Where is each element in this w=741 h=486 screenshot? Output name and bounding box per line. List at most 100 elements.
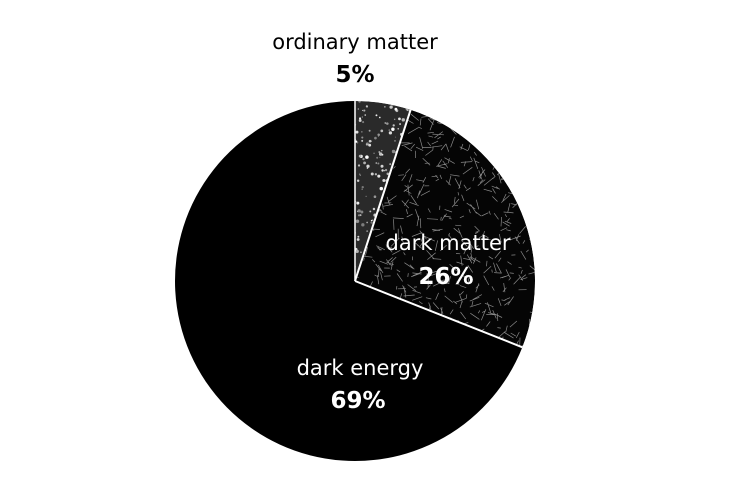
texture-dot bbox=[379, 157, 381, 159]
texture-dot bbox=[364, 114, 367, 116]
texture-dot bbox=[381, 149, 383, 152]
texture-dot bbox=[373, 195, 377, 198]
texture-dot bbox=[397, 128, 399, 130]
texture-dot bbox=[362, 109, 364, 111]
texture-dot bbox=[386, 122, 389, 125]
texture-dot bbox=[362, 158, 365, 161]
texture-dot bbox=[384, 168, 388, 172]
texture-dot bbox=[361, 185, 364, 189]
texture-dot bbox=[408, 103, 411, 107]
texture-dot bbox=[391, 127, 395, 131]
texture-dot bbox=[366, 164, 370, 168]
texture-dot bbox=[399, 104, 401, 107]
texture-dot bbox=[377, 174, 381, 178]
label-dark-energy: dark energy bbox=[297, 356, 424, 380]
value-ordinary-matter: 5% bbox=[335, 62, 374, 88]
texture-dot bbox=[376, 156, 379, 159]
label-dark-matter: dark matter bbox=[385, 231, 510, 255]
texture-dot bbox=[356, 201, 360, 205]
texture-dot bbox=[359, 174, 361, 176]
texture-dot bbox=[377, 133, 380, 137]
texture-dot bbox=[359, 117, 362, 120]
texture-dot bbox=[356, 141, 359, 144]
texture-dot bbox=[394, 140, 396, 142]
texture-dot bbox=[378, 152, 383, 156]
texture-dot bbox=[393, 118, 396, 121]
texture-dot bbox=[375, 114, 378, 117]
texture-dot bbox=[373, 152, 375, 154]
texture-dot bbox=[361, 139, 364, 142]
texture-dot bbox=[374, 136, 377, 140]
slice-separator bbox=[354, 280, 523, 349]
texture-dot bbox=[380, 164, 384, 168]
texture-dot bbox=[361, 188, 363, 190]
texture-dot bbox=[370, 172, 374, 176]
label-ordinary-matter: ordinary matter bbox=[272, 30, 438, 54]
texture-dot bbox=[357, 164, 361, 167]
texture-dot bbox=[357, 108, 359, 110]
texture-dot bbox=[368, 129, 371, 132]
value-dark-energy: 69% bbox=[330, 388, 385, 414]
texture-dot bbox=[375, 162, 378, 164]
texture-dot bbox=[395, 136, 397, 138]
texture-dot bbox=[366, 106, 368, 108]
texture-dot bbox=[368, 139, 372, 143]
texture-dot bbox=[383, 169, 386, 172]
texture-dot bbox=[356, 238, 360, 241]
texture-dot bbox=[398, 117, 401, 121]
texture-dot bbox=[388, 129, 391, 131]
texture-dot bbox=[355, 219, 360, 224]
texture-dot bbox=[371, 219, 374, 221]
texture-dot bbox=[399, 123, 401, 125]
texture-dot bbox=[363, 161, 366, 165]
texture-dot bbox=[406, 109, 409, 112]
texture-dot bbox=[365, 143, 368, 146]
texture-dot bbox=[365, 195, 367, 198]
texture-dot bbox=[381, 153, 384, 156]
texture-dot bbox=[392, 124, 395, 127]
texture-dot bbox=[391, 149, 396, 154]
texture-dot bbox=[365, 155, 369, 159]
texture-dot bbox=[368, 143, 372, 147]
texture-dot bbox=[358, 119, 362, 122]
texture-dot bbox=[355, 130, 359, 134]
texture-dot bbox=[394, 107, 398, 111]
texture-dot bbox=[389, 163, 392, 166]
slice-dark-energy bbox=[174, 101, 523, 461]
texture-dot bbox=[379, 116, 381, 119]
texture-dot bbox=[363, 109, 366, 112]
texture-dot bbox=[382, 179, 386, 183]
texture-dot bbox=[403, 103, 407, 107]
texture-dot bbox=[358, 101, 361, 103]
texture-dot bbox=[389, 105, 393, 109]
texture-dot bbox=[411, 104, 414, 107]
texture-dot bbox=[361, 116, 363, 118]
texture-dot bbox=[369, 210, 372, 213]
texture-dot bbox=[372, 207, 376, 211]
texture-dot bbox=[378, 151, 381, 154]
texture-dot bbox=[388, 131, 393, 135]
slice-separator bbox=[354, 109, 412, 282]
texture-dot bbox=[391, 102, 395, 106]
texture-dot bbox=[357, 209, 361, 213]
texture-dot bbox=[358, 154, 362, 158]
texture-dot bbox=[366, 221, 368, 224]
texture-dot bbox=[380, 129, 384, 133]
texture-dot bbox=[381, 169, 384, 172]
texture-dot bbox=[361, 223, 365, 227]
texture-dot bbox=[386, 172, 390, 176]
texture-dot bbox=[379, 186, 384, 191]
texture-dot bbox=[411, 107, 412, 108]
texture-dot bbox=[356, 179, 360, 182]
texture-dot bbox=[408, 101, 411, 105]
value-dark-matter: 26% bbox=[418, 264, 473, 290]
texture-dot bbox=[377, 135, 379, 137]
texture-dot bbox=[374, 173, 378, 176]
texture-dot bbox=[377, 162, 380, 165]
texture-dot bbox=[366, 230, 369, 233]
texture-dot bbox=[362, 121, 365, 124]
texture-dot bbox=[355, 249, 359, 254]
texture-dot bbox=[361, 136, 364, 139]
texture-dot bbox=[361, 131, 363, 133]
texture-dot bbox=[357, 214, 361, 217]
